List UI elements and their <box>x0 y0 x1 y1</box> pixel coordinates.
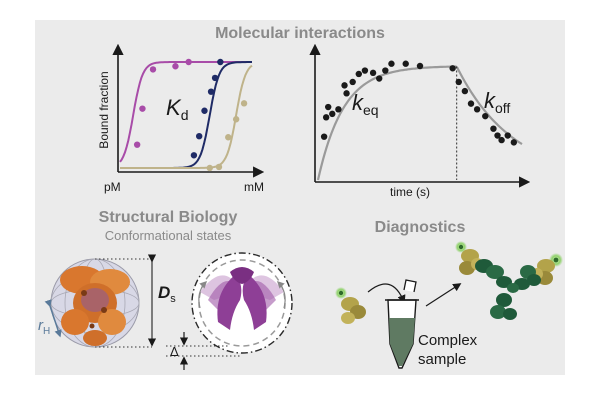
kinetics-plot: time (s) keq koff <box>309 43 531 199</box>
kinetics-point <box>355 70 362 78</box>
kd-symbol: Kd <box>166 95 188 123</box>
binding-point-tan <box>240 100 248 107</box>
binding-point-purple <box>133 141 141 148</box>
binding-points <box>133 58 248 172</box>
binding-fit-tan <box>120 64 253 169</box>
sample-label-line2: sample <box>418 351 466 368</box>
binding-point-purple <box>149 66 157 73</box>
rh-arrow <box>44 299 62 338</box>
kinetics-point <box>510 139 518 146</box>
kinetics-point <box>369 69 377 77</box>
olive-protein-small <box>335 287 366 324</box>
binding-point-purple <box>185 58 192 66</box>
binding-point-tan <box>225 134 232 141</box>
kinetics-point <box>361 67 369 74</box>
kinetics-point <box>504 132 511 139</box>
binding-point-tan <box>215 163 223 171</box>
kinetics-point <box>498 136 505 144</box>
arrow-to-complex <box>425 283 462 307</box>
koff-symbol-main: k <box>484 88 496 113</box>
rh-label-sub: H <box>43 326 50 337</box>
rh-label: rH <box>38 317 50 337</box>
kinetics-point <box>494 132 501 139</box>
keq-symbol-sub: eq <box>363 102 379 118</box>
structural-biology-subtitle: Conformational states <box>105 228 232 243</box>
kinetics-point <box>349 78 356 86</box>
binding-point-navy <box>217 58 224 66</box>
binding-y-label: Bound fraction <box>97 71 111 148</box>
kinetics-point <box>343 90 350 97</box>
kinetics-point <box>449 65 456 72</box>
binding-point-navy <box>201 107 208 114</box>
koff-symbol-sub: off <box>495 100 510 116</box>
binding-point-navy <box>207 88 215 95</box>
binding-point-tan <box>232 116 240 123</box>
kd-symbol-main: K <box>166 95 182 120</box>
kinetics-point <box>388 60 395 67</box>
koff-symbol: koff <box>484 88 510 116</box>
kinetics-points <box>320 60 518 146</box>
sample-label-line1: Complex <box>418 332 478 349</box>
keq-symbol: keq <box>352 90 379 118</box>
binding-point-navy <box>190 152 198 159</box>
kinetics-point <box>382 67 389 74</box>
keq-symbol-main: k <box>352 90 364 115</box>
kinetics-point <box>473 106 481 113</box>
kinetics-point <box>325 103 332 111</box>
diagnostics-title: Diagnostics <box>375 219 466 236</box>
ds-label-sub: s <box>170 293 176 305</box>
antibody-structure <box>475 259 541 320</box>
kinetics-point <box>376 75 383 82</box>
kinetics-point <box>482 112 489 120</box>
binding-point-navy <box>211 74 219 82</box>
diagnostics-section: Diagnostics Complex sample <box>335 219 563 369</box>
sample-tube <box>385 279 419 369</box>
binding-point-purple <box>139 105 146 112</box>
kinetics-point <box>322 114 330 121</box>
kinetics-point <box>329 110 336 118</box>
binding-x-end-label: mM <box>244 180 264 194</box>
binding-plot: Bound fraction pM mM Kd <box>97 43 265 194</box>
kinetics-point <box>402 60 409 67</box>
binding-point-tan <box>206 164 213 172</box>
ds-label-main: D <box>158 283 170 302</box>
structural-biology-title: Structural Biology <box>99 209 238 226</box>
kd-symbol-sub: d <box>181 107 189 123</box>
kinetics-point <box>467 100 475 107</box>
kinetics-x-label: time (s) <box>390 185 430 199</box>
binding-point-navy <box>196 133 203 140</box>
structural-biology-section: Structural Biology Conformational states <box>38 209 293 370</box>
orange-protein-structure <box>60 266 130 346</box>
kinetics-fit-curve <box>316 65 523 181</box>
kinetics-point <box>461 87 469 95</box>
kinetics-point <box>335 106 342 113</box>
binding-x-start-label: pM <box>104 180 121 194</box>
delta-label: Δ <box>170 344 179 359</box>
curved-arrow-to-tube <box>367 283 406 304</box>
kinetics-point <box>455 78 462 86</box>
rh-label-main: r <box>38 317 44 334</box>
ds-label: Ds <box>158 283 176 305</box>
section-title-molecular-interactions: Molecular interactions <box>215 25 385 42</box>
kinetics-point <box>341 82 348 89</box>
kinetics-point <box>320 133 328 140</box>
kinetics-point <box>490 125 497 132</box>
binding-point-purple <box>172 63 179 70</box>
conformational-ensemble <box>191 252 293 354</box>
kinetics-point <box>416 62 424 70</box>
